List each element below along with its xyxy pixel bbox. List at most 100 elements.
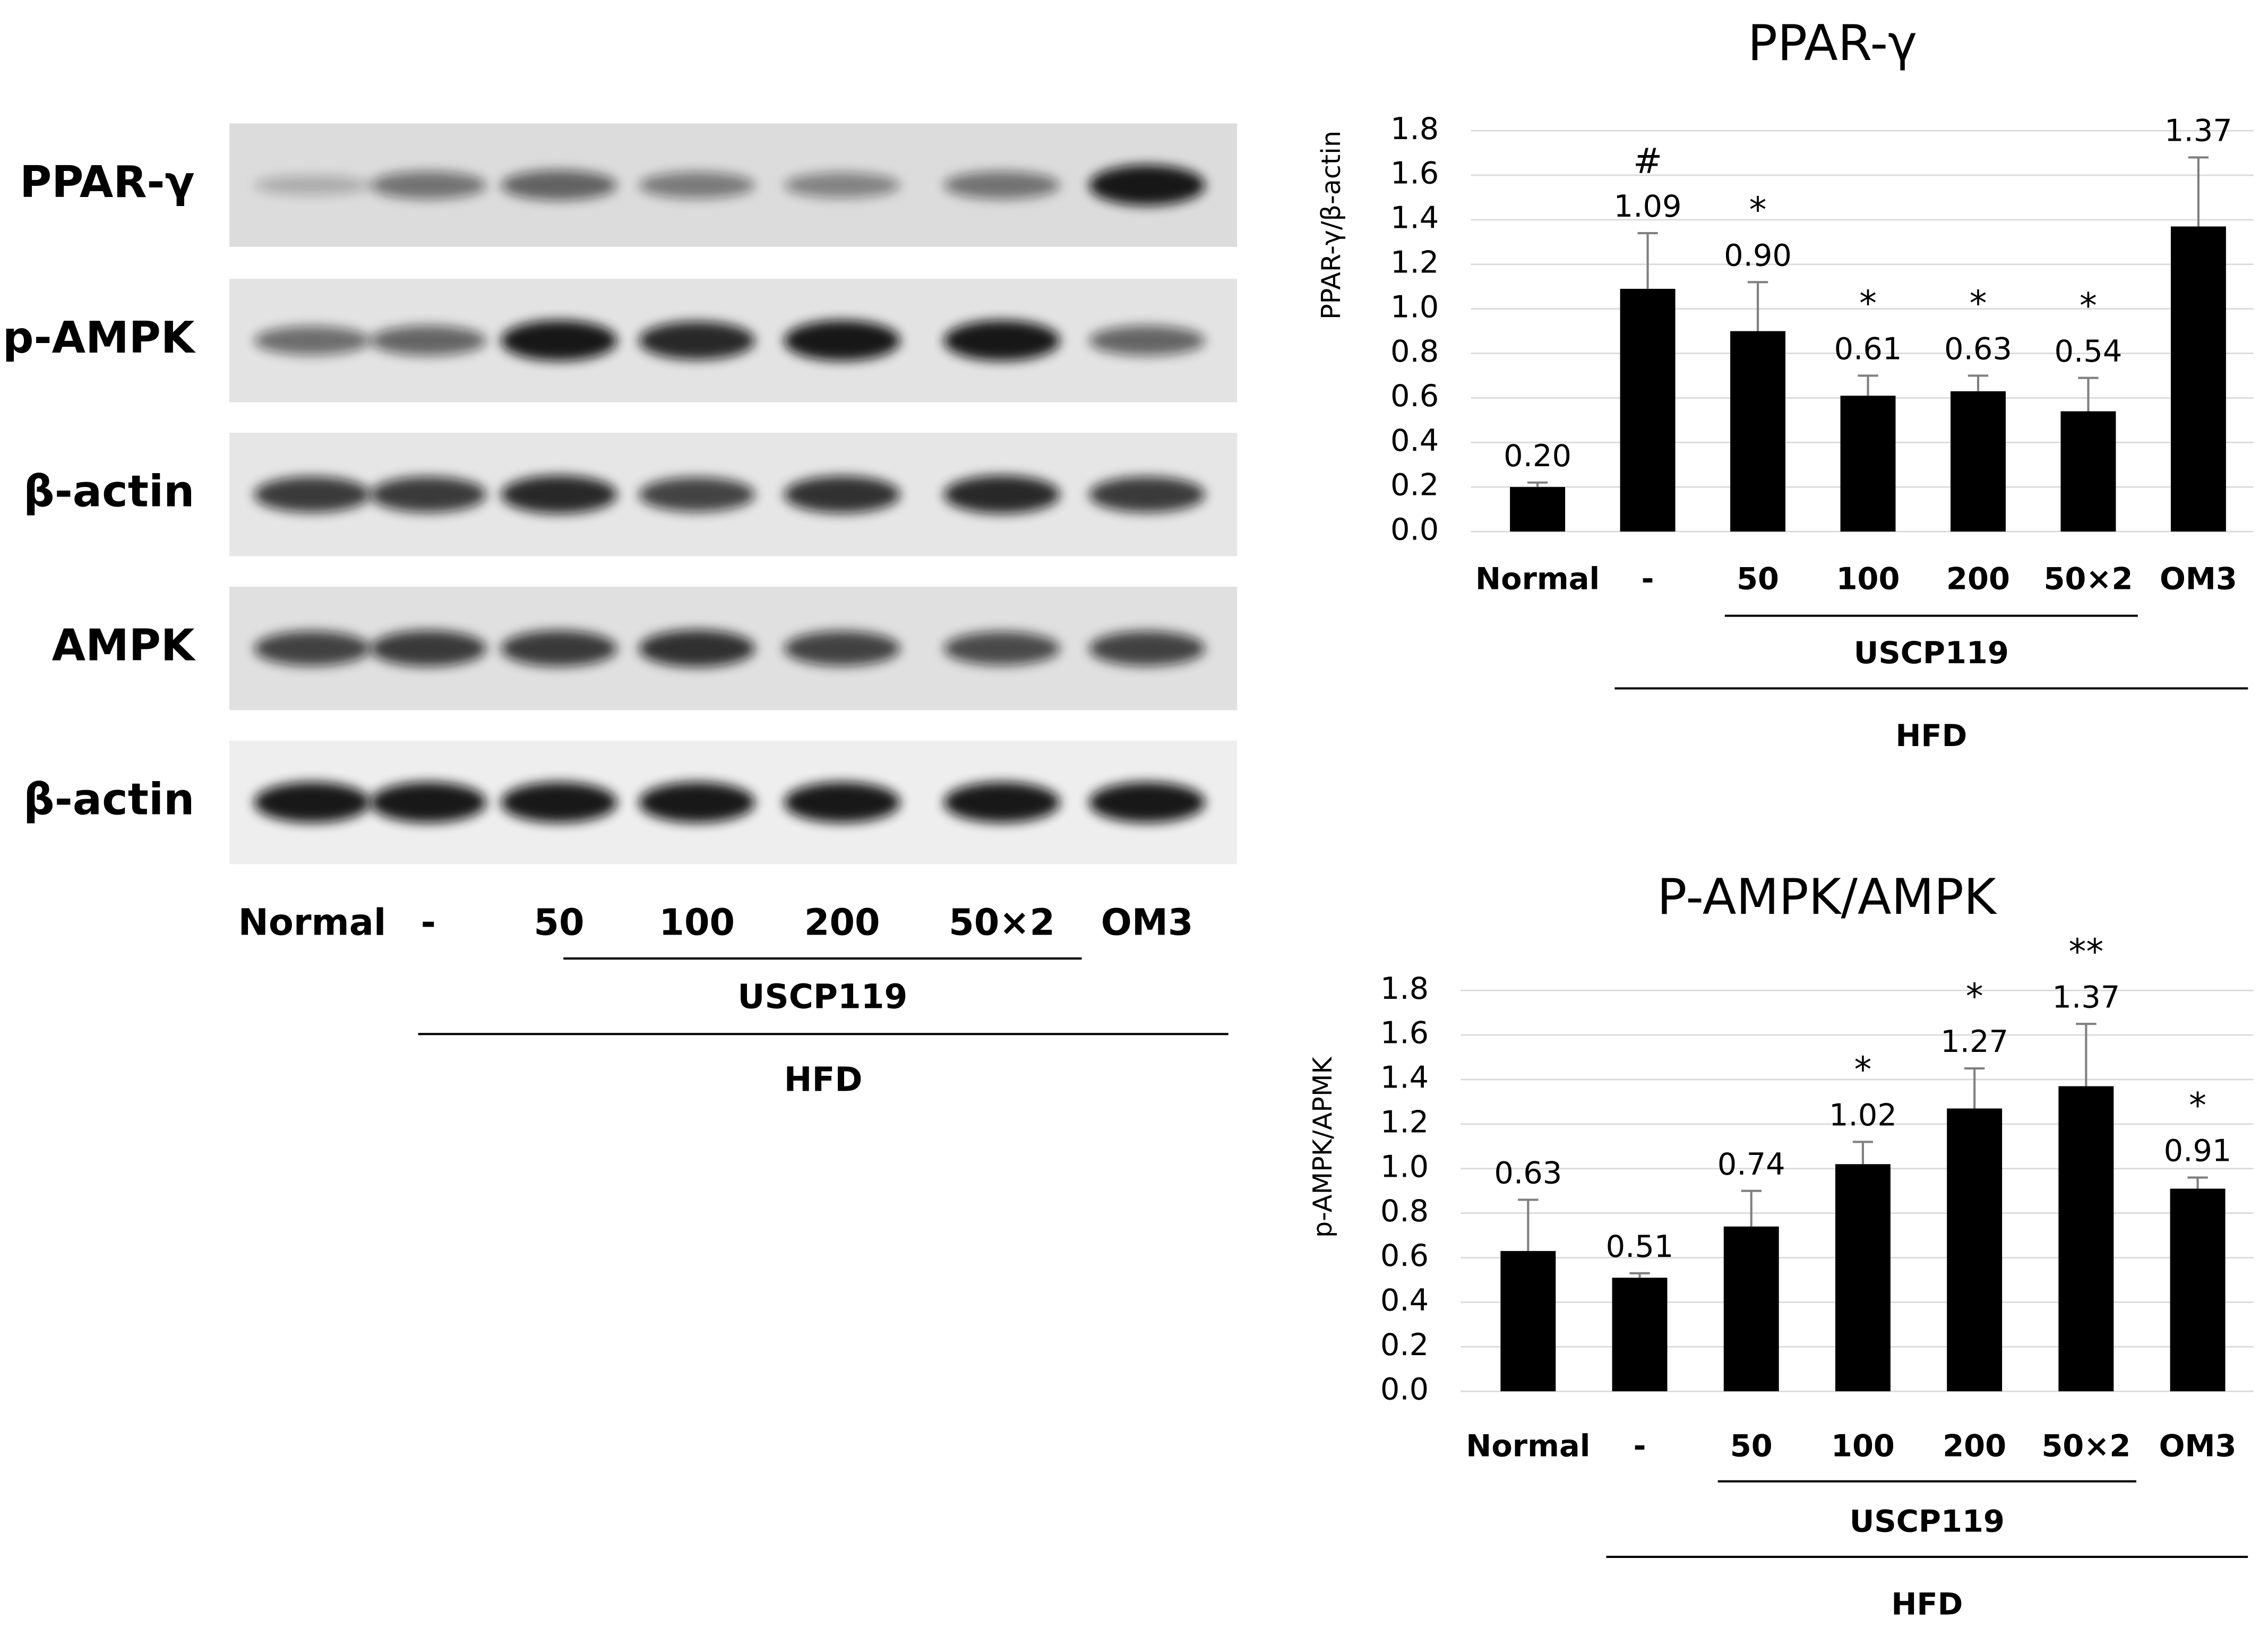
- error-bar: [1964, 1067, 1985, 1109]
- significance-mark: **: [2069, 932, 2104, 972]
- blot-band: [784, 172, 900, 198]
- bar: [1840, 396, 1896, 532]
- y-tick-label: 1.2: [1390, 244, 1439, 280]
- x-tick-label: 100: [1836, 561, 1900, 597]
- blot-band: [639, 477, 755, 512]
- significance-mark: *: [2189, 1085, 2206, 1126]
- value-label: 0.91: [2164, 1133, 2232, 1169]
- blot-lane-label: OM3: [1101, 902, 1193, 944]
- significance-mark: *: [1970, 284, 1987, 324]
- blot-band: [254, 631, 371, 666]
- blot-band: [1089, 476, 1206, 513]
- blot-band: [943, 475, 1060, 514]
- bar: [1723, 1226, 1779, 1392]
- x-tick-label: 100: [1831, 1428, 1895, 1463]
- error-bar: [2078, 376, 2099, 412]
- blot-band: [370, 782, 487, 823]
- x-tick-label: -: [1634, 1428, 1646, 1463]
- y-tick-label: 1.8: [1390, 111, 1439, 147]
- value-label: 0.90: [1724, 237, 1792, 273]
- blot-band: [639, 630, 755, 667]
- error-bar: [1637, 232, 1658, 289]
- blot-lane-label: Normal: [238, 902, 386, 944]
- error-bar: [2188, 156, 2209, 227]
- bar: [1835, 1164, 1891, 1392]
- blot-band: [784, 476, 900, 513]
- blot-band: [501, 170, 617, 201]
- bar: [1951, 391, 2006, 532]
- x-tick-label: Normal: [1475, 561, 1600, 597]
- blot-lane-label: 100: [659, 902, 735, 944]
- significance-mark: #: [1633, 141, 1662, 182]
- blot-band: [370, 630, 487, 667]
- blot-lane-label: -: [421, 902, 436, 944]
- value-label: 1.02: [1829, 1098, 1897, 1133]
- value-label: 0.54: [2055, 333, 2123, 369]
- y-tick-label: 0.4: [1390, 423, 1439, 458]
- value-label: 1.09: [1614, 189, 1682, 224]
- y-tick-label: 0.8: [1390, 333, 1439, 369]
- bar: [2170, 226, 2226, 532]
- blot-band: [943, 320, 1060, 361]
- blot-band: [1089, 782, 1206, 823]
- y-tick-label: 0.0: [1380, 1372, 1429, 1407]
- blot-row-label: β-actin: [23, 467, 194, 517]
- y-tick-label: 0.8: [1380, 1193, 1429, 1229]
- error-bar: [2187, 1176, 2208, 1189]
- y-tick-label: 0.4: [1380, 1282, 1429, 1318]
- blot-band: [784, 320, 900, 361]
- y-tick-label: 0.6: [1390, 378, 1439, 414]
- error-bar: [1852, 1141, 1874, 1164]
- x-tick-label: 200: [1943, 1428, 2006, 1463]
- value-label: 1.37: [2164, 113, 2232, 149]
- bar: [1510, 487, 1566, 532]
- blot-band: [254, 326, 371, 355]
- y-tick-label: 1.0: [1380, 1149, 1429, 1184]
- x-tick-label: 200: [1946, 561, 2010, 597]
- significance-mark: *: [1859, 284, 1877, 324]
- bar: [2058, 1086, 2114, 1392]
- error-bar: [2076, 1023, 2097, 1086]
- blot-band: [639, 172, 755, 199]
- blot-band: [501, 320, 617, 361]
- error-bar: [1858, 374, 1878, 396]
- blot-band: [501, 782, 617, 823]
- bar: [1730, 331, 1786, 532]
- blot-row-label: p-AMPK: [3, 313, 196, 363]
- group-label: HFD: [784, 1060, 863, 1099]
- group-label: HFD: [1895, 718, 1967, 753]
- error-bar: [1741, 1189, 1762, 1227]
- y-tick-label: 0.0: [1390, 512, 1439, 547]
- y-tick-label: 1.4: [1390, 200, 1439, 236]
- blot-band: [943, 782, 1060, 823]
- blot-band: [639, 782, 755, 823]
- error-bar: [1527, 481, 1548, 487]
- value-label: 0.63: [1494, 1155, 1562, 1191]
- blot-band: [501, 630, 617, 667]
- x-tick-label: OM3: [2159, 1428, 2237, 1463]
- bar: [2060, 411, 2116, 532]
- significance-mark: *: [1749, 190, 1767, 230]
- error-bar: [1629, 1272, 1650, 1278]
- blot-band: [784, 782, 900, 823]
- error-bar: [1747, 281, 1768, 331]
- x-tick-label: 50×2: [2043, 561, 2133, 597]
- value-label: 1.27: [1940, 1024, 2008, 1059]
- value-label: 0.63: [1944, 331, 2012, 367]
- x-tick-label: Normal: [1466, 1428, 1590, 1463]
- blot-band: [1089, 325, 1206, 356]
- x-tick-label: 50×2: [2041, 1428, 2130, 1463]
- value-label: 0.61: [1834, 331, 1902, 367]
- x-tick-label: 50: [1730, 1428, 1773, 1463]
- x-tick-label: OM3: [2160, 561, 2237, 597]
- blot-band: [370, 171, 487, 199]
- bar: [1947, 1108, 2003, 1392]
- chart-title: P-AMPK/AMPK: [1657, 868, 1997, 926]
- error-bar: [1968, 374, 1989, 391]
- significance-mark: *: [1966, 977, 1983, 1017]
- blot-lane-label: 50: [534, 902, 584, 944]
- blot-band: [784, 631, 900, 666]
- y-tick-label: 1.6: [1390, 156, 1439, 191]
- y-axis-label: p-AMPK/APMK: [1307, 1056, 1338, 1238]
